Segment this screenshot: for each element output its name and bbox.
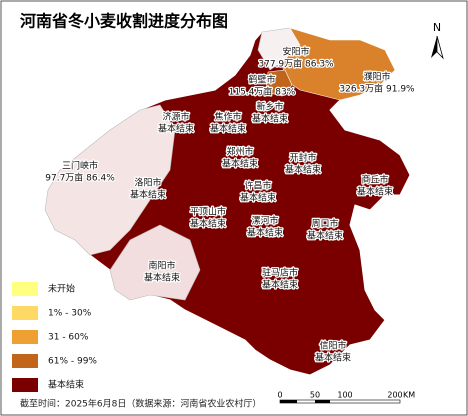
- title: 河南省冬小麦收割进度分布图: [20, 12, 228, 31]
- city-status: 326.3万亩 91.9%: [339, 83, 415, 95]
- city-name: 济源市: [162, 111, 189, 123]
- city-name: 三门峡市: [62, 160, 98, 172]
- scale-bar-body: [279, 399, 401, 404]
- scale-bar-segment: [280, 400, 297, 403]
- legend-swatch: [12, 306, 38, 320]
- legend-label: 61% - 99%: [48, 357, 97, 367]
- scale-bar: [279, 399, 401, 404]
- legend-swatch: [12, 378, 38, 392]
- scale-label: 200: [387, 391, 402, 400]
- city-status: 基本结束: [247, 227, 283, 239]
- city-status: 基本结束: [307, 230, 343, 242]
- city-name: 洛阳市: [134, 177, 161, 189]
- city-status: 377.9万亩 86.3%: [258, 58, 334, 70]
- city-status: 基本结束: [357, 186, 393, 198]
- legend-swatch: [12, 330, 38, 344]
- city-status: 基本结束: [315, 352, 351, 364]
- city-status: 基本结束: [144, 272, 180, 284]
- city-status: 基本结束: [190, 218, 226, 230]
- city-name: 焦作市: [214, 111, 241, 123]
- footer: 截至时间：2025年6月8日（数据来源：河南省农业农村厅）: [20, 398, 261, 410]
- city-name: 郑州市: [226, 146, 253, 158]
- province: [44, 27, 411, 376]
- scale-unit: KM: [403, 391, 415, 400]
- city-name: 鹤壁市: [248, 74, 275, 86]
- city-name: 驻马店市: [262, 267, 298, 279]
- scale-label: 50: [310, 391, 320, 400]
- city-name: 新乡市: [256, 101, 283, 113]
- anyang-puyang: [281, 27, 396, 101]
- north-arrow: N: [431, 21, 444, 60]
- city-status: 115.4万亩 83%: [229, 86, 296, 98]
- legend-label: 31 - 60%: [48, 333, 89, 343]
- city-status: 基本结束: [222, 158, 258, 170]
- city-name: 安阳市: [282, 46, 309, 58]
- legend-label: 1% - 30%: [48, 309, 92, 319]
- legend-swatch: [12, 354, 38, 368]
- city-status: 基本结束: [252, 113, 288, 125]
- city-name: 开封市: [289, 152, 316, 164]
- city-name: 濮阳市: [363, 71, 390, 83]
- city-name: 信阳市: [319, 340, 346, 352]
- city-status: 基本结束: [262, 279, 298, 291]
- scale-bar-segment: [315, 400, 330, 403]
- scale-label: 0: [277, 391, 282, 400]
- hebi: [265, 69, 293, 97]
- west-region: [44, 104, 176, 256]
- scale-label: 100: [337, 391, 352, 400]
- city-name: 许昌市: [244, 180, 271, 192]
- southwest-region: [109, 224, 201, 301]
- city-name: 商丘市: [361, 174, 388, 186]
- legend-label: 未开始: [48, 283, 75, 295]
- city-name: 平顶山市: [190, 206, 226, 218]
- city-status: 基本结束: [130, 189, 166, 201]
- city-status: 基本结束: [285, 164, 321, 176]
- north-label: N: [433, 21, 441, 34]
- legend-label: 基本结束: [48, 379, 84, 391]
- city-status: 基本结束: [158, 123, 194, 135]
- arrow-left: [431, 36, 437, 58]
- city-name: 漯河市: [251, 215, 278, 227]
- city-status: 基本结束: [240, 192, 276, 204]
- arrow-right: [436, 35, 444, 60]
- city-name: 周口市: [311, 218, 338, 230]
- legend-swatch: [12, 282, 38, 296]
- city-name: 南阳市: [148, 260, 175, 272]
- city-status: 97.7万亩 86.4%: [45, 172, 115, 184]
- city-status: 基本结束: [210, 123, 246, 135]
